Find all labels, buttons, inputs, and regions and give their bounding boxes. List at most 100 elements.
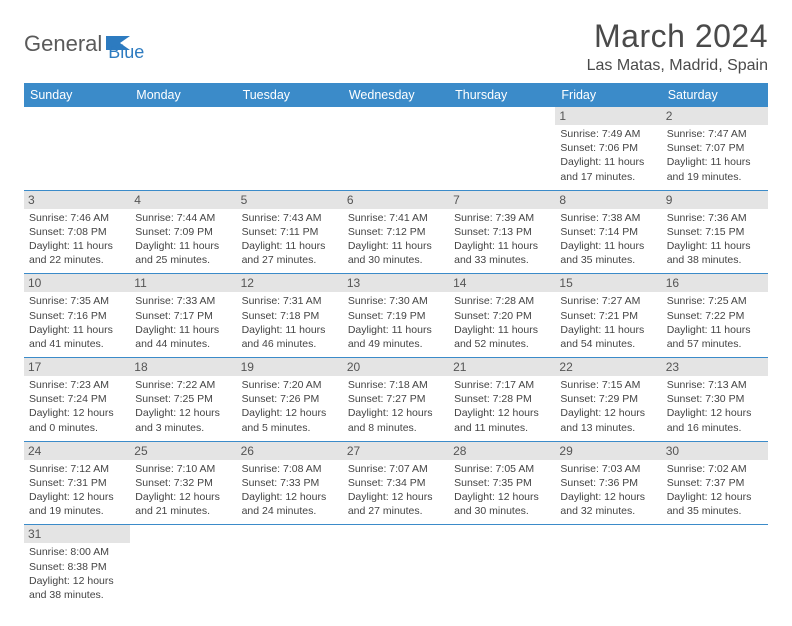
sunrise-text: Sunrise: 7:31 AM <box>242 294 338 308</box>
day-info: Sunrise: 7:18 AMSunset: 7:27 PMDaylight:… <box>348 378 444 435</box>
daylight-text: Daylight: 11 hours and 46 minutes. <box>242 323 338 351</box>
daylight-text: Daylight: 12 hours and 11 minutes. <box>454 406 550 434</box>
calendar-row: 31Sunrise: 8:00 AMSunset: 8:38 PMDayligh… <box>24 525 768 608</box>
day-number: 19 <box>237 358 343 376</box>
weekday-header: Sunday <box>24 83 130 107</box>
daylight-text: Daylight: 11 hours and 49 minutes. <box>348 323 444 351</box>
sunset-text: Sunset: 7:29 PM <box>560 392 656 406</box>
day-number: 3 <box>24 191 130 209</box>
sunset-text: Sunset: 7:08 PM <box>29 225 125 239</box>
sunrise-text: Sunrise: 7:13 AM <box>667 378 763 392</box>
sunrise-text: Sunrise: 7:07 AM <box>348 462 444 476</box>
daylight-text: Daylight: 11 hours and 25 minutes. <box>135 239 231 267</box>
daylight-text: Daylight: 12 hours and 8 minutes. <box>348 406 444 434</box>
calendar-cell <box>237 525 343 608</box>
sunset-text: Sunset: 7:30 PM <box>667 392 763 406</box>
calendar-cell: 18 Sunrise: 7:22 AMSunset: 7:25 PMDayligh… <box>130 358 236 442</box>
sunrise-text: Sunrise: 7:10 AM <box>135 462 231 476</box>
daylight-text: Daylight: 11 hours and 27 minutes. <box>242 239 338 267</box>
header: General Blue March 2024 Las Matas, Madri… <box>24 18 768 75</box>
day-info: Sunrise: 7:33 AMSunset: 7:17 PMDaylight:… <box>135 294 231 351</box>
sunrise-text: Sunrise: 7:05 AM <box>454 462 550 476</box>
sunrise-text: Sunrise: 7:35 AM <box>29 294 125 308</box>
day-info: Sunrise: 7:08 AMSunset: 7:33 PMDaylight:… <box>242 462 338 519</box>
sunrise-text: Sunrise: 7:30 AM <box>348 294 444 308</box>
calendar-row: 1Sunrise: 7:49 AMSunset: 7:06 PMDaylight… <box>24 107 768 190</box>
day-info: Sunrise: 7:23 AMSunset: 7:24 PMDaylight:… <box>29 378 125 435</box>
calendar-cell: 23 Sunrise: 7:13 AMSunset: 7:30 PMDayligh… <box>662 358 768 442</box>
calendar-cell: 3 Sunrise: 7:46 AMSunset: 7:08 PMDaylight… <box>24 190 130 274</box>
daylight-text: Daylight: 11 hours and 35 minutes. <box>560 239 656 267</box>
calendar-cell <box>449 525 555 608</box>
logo-text-2: Blue <box>108 24 144 63</box>
calendar-cell <box>130 107 236 190</box>
calendar-cell: 24Sunrise: 7:12 AMSunset: 7:31 PMDayligh… <box>24 441 130 525</box>
calendar-cell <box>343 525 449 608</box>
day-info: Sunrise: 7:13 AMSunset: 7:30 PMDaylight:… <box>667 378 763 435</box>
calendar-cell: 2Sunrise: 7:47 AMSunset: 7:07 PMDaylight… <box>662 107 768 190</box>
sunrise-text: Sunrise: 7:41 AM <box>348 211 444 225</box>
sunrise-text: Sunrise: 7:38 AM <box>560 211 656 225</box>
title-block: March 2024 Las Matas, Madrid, Spain <box>587 18 768 75</box>
daylight-text: Daylight: 11 hours and 30 minutes. <box>348 239 444 267</box>
day-info: Sunrise: 7:03 AMSunset: 7:36 PMDaylight:… <box>560 462 656 519</box>
day-info: Sunrise: 7:31 AMSunset: 7:18 PMDaylight:… <box>242 294 338 351</box>
day-number: 17 <box>24 358 130 376</box>
sunset-text: Sunset: 7:07 PM <box>667 141 763 155</box>
day-number: 30 <box>662 442 768 460</box>
day-number: 23 <box>662 358 768 376</box>
daylight-text: Daylight: 12 hours and 30 minutes. <box>454 490 550 518</box>
day-number: 24 <box>24 442 130 460</box>
sunrise-text: Sunrise: 7:46 AM <box>29 211 125 225</box>
sunset-text: Sunset: 7:13 PM <box>454 225 550 239</box>
daylight-text: Daylight: 12 hours and 35 minutes. <box>667 490 763 518</box>
day-info: Sunrise: 7:05 AMSunset: 7:35 PMDaylight:… <box>454 462 550 519</box>
day-number: 11 <box>130 274 236 292</box>
daylight-text: Daylight: 12 hours and 19 minutes. <box>29 490 125 518</box>
calendar-cell: 30Sunrise: 7:02 AMSunset: 7:37 PMDayligh… <box>662 441 768 525</box>
sunrise-text: Sunrise: 7:28 AM <box>454 294 550 308</box>
sunrise-text: Sunrise: 7:08 AM <box>242 462 338 476</box>
calendar-cell: 16Sunrise: 7:25 AMSunset: 7:22 PMDayligh… <box>662 274 768 358</box>
sunset-text: Sunset: 8:38 PM <box>29 560 125 574</box>
day-number: 31 <box>24 525 130 543</box>
sunrise-text: Sunrise: 7:17 AM <box>454 378 550 392</box>
day-info: Sunrise: 7:43 AMSunset: 7:11 PMDaylight:… <box>242 211 338 268</box>
sunset-text: Sunset: 7:18 PM <box>242 309 338 323</box>
day-number: 18 <box>130 358 236 376</box>
sunrise-text: Sunrise: 7:36 AM <box>667 211 763 225</box>
daylight-text: Daylight: 12 hours and 3 minutes. <box>135 406 231 434</box>
calendar-cell <box>662 525 768 608</box>
calendar-cell: 8Sunrise: 7:38 AMSunset: 7:14 PMDaylight… <box>555 190 661 274</box>
sunset-text: Sunset: 7:15 PM <box>667 225 763 239</box>
daylight-text: Daylight: 11 hours and 52 minutes. <box>454 323 550 351</box>
day-number: 4 <box>130 191 236 209</box>
sunset-text: Sunset: 7:14 PM <box>560 225 656 239</box>
day-number: 5 <box>237 191 343 209</box>
day-number: 6 <box>343 191 449 209</box>
day-info: Sunrise: 7:17 AMSunset: 7:28 PMDaylight:… <box>454 378 550 435</box>
logo-text-1: General <box>24 31 102 57</box>
day-number: 13 <box>343 274 449 292</box>
sunset-text: Sunset: 7:11 PM <box>242 225 338 239</box>
sunrise-text: Sunrise: 7:22 AM <box>135 378 231 392</box>
sunrise-text: Sunrise: 7:15 AM <box>560 378 656 392</box>
daylight-text: Daylight: 11 hours and 33 minutes. <box>454 239 550 267</box>
daylight-text: Daylight: 11 hours and 17 minutes. <box>560 155 656 183</box>
logo: General Blue <box>24 18 144 63</box>
weekday-header: Wednesday <box>343 83 449 107</box>
daylight-text: Daylight: 11 hours and 22 minutes. <box>29 239 125 267</box>
calendar-cell <box>555 525 661 608</box>
calendar-cell <box>237 107 343 190</box>
sunset-text: Sunset: 7:28 PM <box>454 392 550 406</box>
calendar-cell: 9Sunrise: 7:36 AMSunset: 7:15 PMDaylight… <box>662 190 768 274</box>
calendar-cell: 14Sunrise: 7:28 AMSunset: 7:20 PMDayligh… <box>449 274 555 358</box>
day-info: Sunrise: 7:22 AMSunset: 7:25 PMDaylight:… <box>135 378 231 435</box>
daylight-text: Daylight: 11 hours and 54 minutes. <box>560 323 656 351</box>
calendar-row: 3Sunrise: 7:46 AMSunset: 7:08 PMDaylight… <box>24 190 768 274</box>
calendar-cell: 17 Sunrise: 7:23 AMSunset: 7:24 PMDayligh… <box>24 358 130 442</box>
sunrise-text: Sunrise: 7:23 AM <box>29 378 125 392</box>
daylight-text: Daylight: 11 hours and 57 minutes. <box>667 323 763 351</box>
daylight-text: Daylight: 12 hours and 13 minutes. <box>560 406 656 434</box>
sunset-text: Sunset: 7:26 PM <box>242 392 338 406</box>
